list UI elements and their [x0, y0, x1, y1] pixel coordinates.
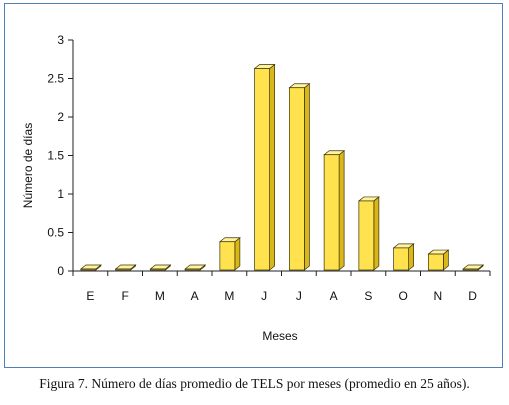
bar-side-face	[338, 150, 345, 271]
x-tick-label: A	[330, 289, 338, 303]
bar-front-face	[289, 87, 305, 271]
y-axis-label: Número de días	[21, 123, 35, 208]
bar-side-face	[408, 243, 414, 271]
bar-front-face	[462, 268, 479, 271]
x-axis-label: Meses	[262, 329, 297, 343]
y-tick-label: 0	[57, 264, 64, 278]
bar	[288, 83, 311, 271]
x-tick-label: E	[86, 289, 94, 303]
x-tick-label: S	[364, 289, 372, 303]
x-tick-label: D	[468, 289, 477, 303]
bar	[184, 264, 207, 271]
bar-front-face	[254, 68, 270, 271]
bar	[149, 264, 172, 271]
y-axis: 0 0.5 1 1.5 2 2.5 3	[47, 33, 74, 278]
y-tick-label: 2	[57, 110, 64, 124]
bar	[218, 237, 241, 271]
x-tick-label: J	[261, 289, 267, 303]
y-tick-label: 1	[57, 187, 64, 201]
y-tick-label: 3	[57, 33, 64, 47]
bar-side-face	[269, 63, 275, 271]
bar	[392, 243, 415, 271]
figure-caption: Figura 7. Número de días promedio de TEL…	[39, 376, 470, 391]
bar-front-face	[393, 247, 409, 271]
x-tick-label: M	[155, 289, 165, 303]
bar-front-face	[184, 268, 201, 271]
bar	[427, 249, 450, 271]
x-tick-label: A	[191, 289, 199, 303]
y-tick-label: 2.5	[47, 72, 64, 86]
x-tick-label: M	[224, 289, 234, 303]
bar-front-face	[80, 268, 97, 271]
y-tick-label: 1.5	[47, 149, 64, 163]
bar-front-face	[219, 241, 236, 271]
bar	[79, 264, 102, 271]
bar-side-face	[234, 237, 241, 271]
bar	[253, 63, 276, 271]
bar	[114, 264, 137, 271]
x-tick-label: F	[121, 289, 128, 303]
x-tick-label: J	[296, 289, 302, 303]
y-tick-label: 0.5	[47, 226, 64, 240]
x-tick-label: N	[434, 289, 443, 303]
bar-front-face	[323, 154, 340, 271]
bar-chart: 0 0.5 1 1.5 2 2.5 3 E F M A M J J A S O N D Número de día…	[21, 33, 491, 343]
bar	[357, 196, 380, 271]
bar-front-face	[115, 268, 131, 271]
bar-side-face	[373, 196, 380, 271]
bar	[462, 264, 485, 271]
x-tick-label: O	[398, 289, 407, 303]
bars	[79, 63, 485, 271]
bar-front-face	[150, 268, 166, 271]
bar-side-face	[304, 83, 310, 271]
bar-front-face	[428, 253, 444, 271]
bar-front-face	[358, 200, 375, 271]
bar	[323, 150, 346, 271]
figure-frame	[4, 3, 503, 368]
